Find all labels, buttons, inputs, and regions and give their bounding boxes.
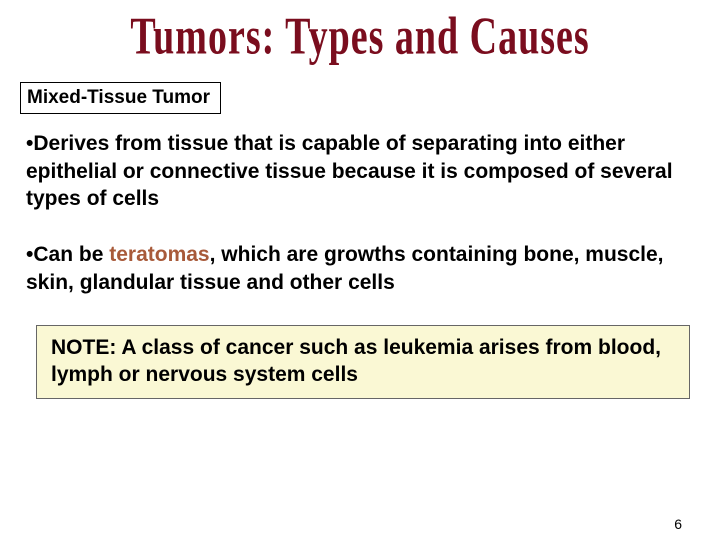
subtitle-box: Mixed-Tissue Tumor (20, 82, 221, 114)
bullet-1-text: Derives from tissue that is capable of s… (26, 132, 673, 210)
note-box: NOTE: A class of cancer such as leukemia… (36, 325, 690, 400)
content-area: •Derives from tissue that is capable of … (0, 114, 720, 297)
bullet-1: •Derives from tissue that is capable of … (26, 130, 694, 213)
page-number: 6 (674, 516, 682, 532)
bullet-2: •Can be teratomas, which are growths con… (26, 241, 694, 296)
bullet-2-pre: Can be (33, 243, 109, 266)
slide-title: Tumors: Types and Causes (0, 6, 720, 68)
bullet-2-term: teratomas (109, 243, 209, 266)
